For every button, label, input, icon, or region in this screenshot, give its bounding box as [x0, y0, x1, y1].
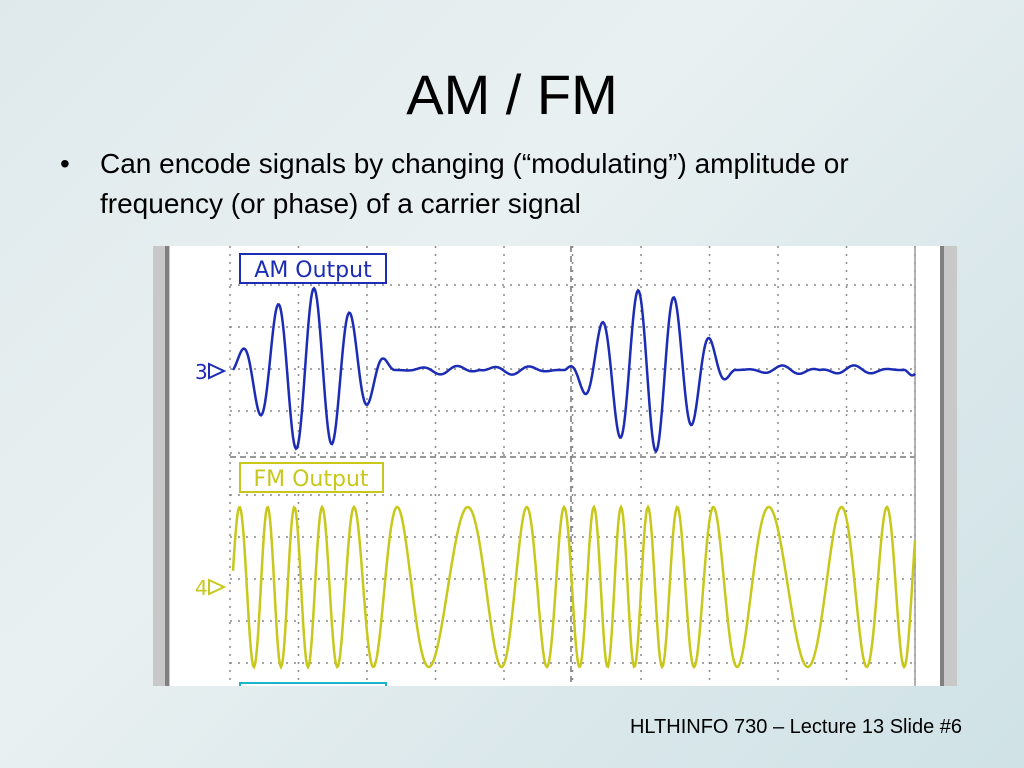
slide-footer: HLTHINFO 730 – Lecture 13 Slide #6 — [629, 716, 962, 738]
channel-label-box — [239, 682, 387, 686]
oscilloscope: AM Output FM Output 3 4 — [153, 246, 957, 686]
channel-label-box — [239, 253, 387, 284]
scope-border — [940, 246, 944, 686]
slide-title: AM / FM — [406, 63, 618, 126]
channel-label: FM Output — [253, 467, 368, 492]
am-waveform — [231, 286, 916, 454]
channel-marker: 4 — [195, 576, 208, 600]
channel-label-box — [239, 462, 384, 493]
scope-grid — [229, 246, 916, 686]
bullet-list: Can encode signals by changing (“modulat… — [60, 144, 890, 224]
scope-border — [940, 246, 957, 686]
fm-waveform — [231, 503, 917, 671]
scope-border — [165, 246, 169, 686]
channel-label: AM Output — [254, 258, 372, 283]
channel-arrow — [208, 578, 227, 596]
channel-marker: 3 — [195, 360, 208, 384]
bullet: Can encode signals by changing (“modulat… — [60, 144, 890, 224]
channel-arrow — [208, 362, 227, 380]
